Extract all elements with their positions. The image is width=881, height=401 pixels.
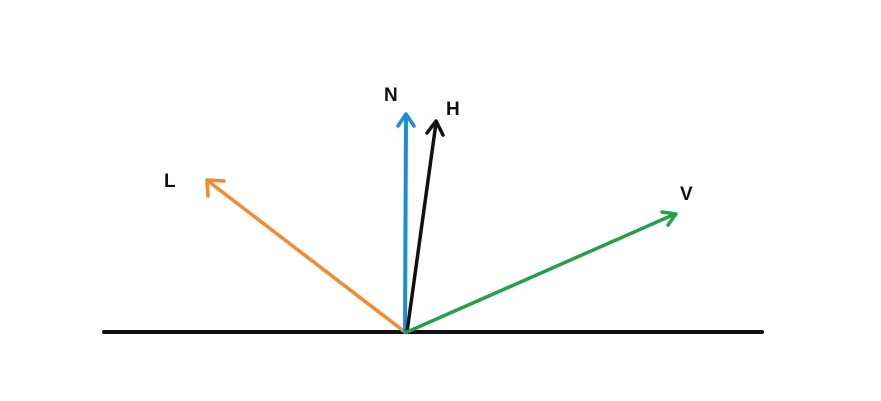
view-vector-v: [405, 210, 678, 334]
label-h: H: [446, 99, 460, 120]
label-l: L: [164, 171, 176, 192]
label-v: V: [680, 184, 693, 205]
normal-vector-n: [396, 112, 416, 334]
light-vector-l: [205, 178, 407, 334]
label-n: N: [384, 85, 398, 106]
half-vector-h: [405, 119, 445, 334]
